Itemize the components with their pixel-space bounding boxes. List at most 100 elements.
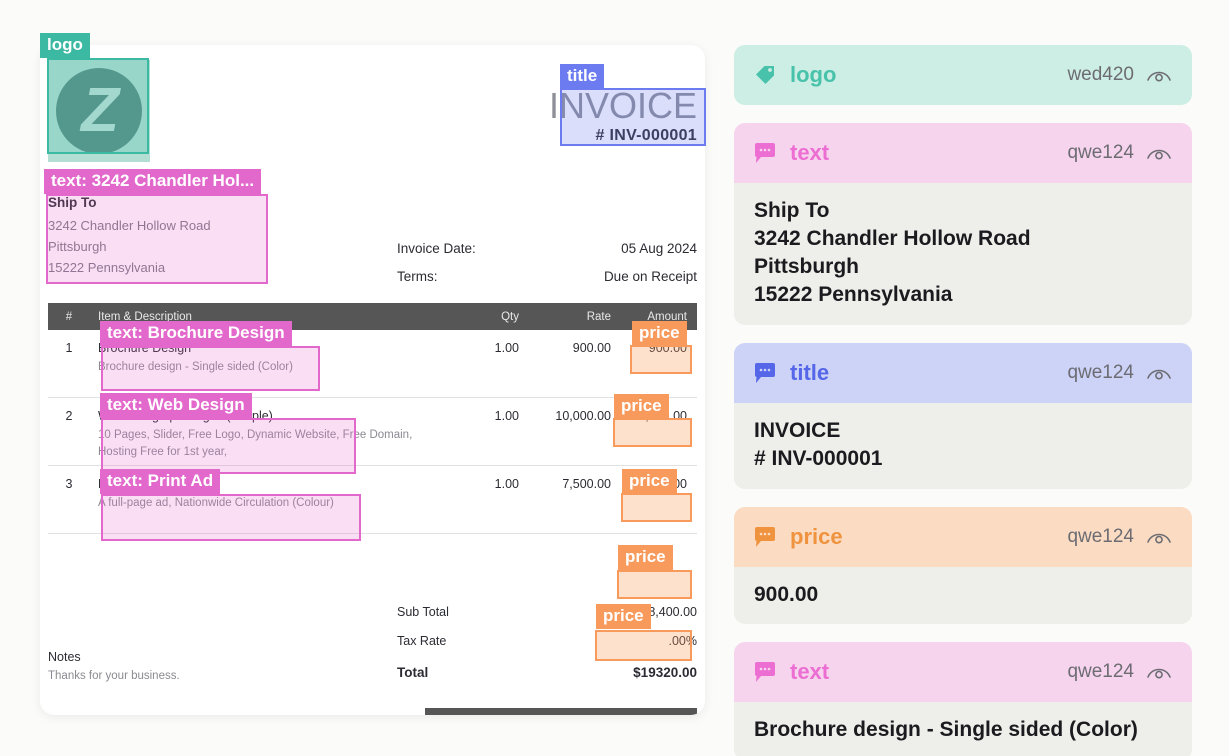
company-logo: Z bbox=[48, 60, 150, 162]
annotation-webdesign-box[interactable] bbox=[101, 418, 356, 474]
row-rate: 900.00 bbox=[572, 341, 611, 355]
eye-icon[interactable] bbox=[1146, 659, 1172, 685]
logo-letter: Z bbox=[81, 76, 119, 145]
annotation-price-5-box[interactable] bbox=[595, 630, 692, 661]
eye-icon[interactable] bbox=[1146, 62, 1172, 88]
sidebar-card-label: price bbox=[790, 523, 843, 549]
notes-body: Thanks for your business. bbox=[48, 670, 180, 682]
sidebar-card-label: text bbox=[790, 140, 830, 165]
sidebar-card-logo[interactable]: logo wed420 bbox=[734, 45, 1192, 105]
notes-block: Notes Thanks for your business. bbox=[48, 650, 180, 682]
eye-icon[interactable] bbox=[1146, 524, 1172, 550]
sidebar-card-text-brochure[interactable]: text qwe124 Brochure design - Single sid… bbox=[734, 642, 1192, 756]
col-header-num: # bbox=[65, 310, 73, 323]
ship-to-heading: Ship To bbox=[48, 195, 97, 210]
sidebar-card-title[interactable]: title qwe124 INVOICE # INV-000001 bbox=[734, 342, 1192, 489]
annotation-printad-box[interactable] bbox=[101, 494, 361, 541]
speech-bubble-icon bbox=[752, 360, 778, 386]
annotation-printad-tag[interactable]: text: Print Ad bbox=[100, 469, 221, 495]
row-rate: 7,500.00 bbox=[562, 477, 611, 491]
total-row-subtotal: Sub Total 18,400.00 bbox=[397, 598, 697, 627]
row-rate: 10,000.00 bbox=[555, 409, 611, 423]
meta-label: Invoice Date: bbox=[397, 241, 476, 256]
annotation-shipto-tag[interactable]: text: 3242 Chandler Hol... bbox=[44, 169, 262, 195]
invoice-meta: Invoice Date: 05 Aug 2024 Terms: Due on … bbox=[397, 235, 697, 290]
meta-row: Terms: Due on Receipt bbox=[397, 263, 697, 291]
sidebar-card-label: title bbox=[790, 359, 830, 385]
total-value: .00% bbox=[668, 634, 698, 649]
annotation-sidebar: logo wed420 text qwe124 Ship To 3242 Cha… bbox=[734, 45, 1192, 756]
sidebar-card-text-shipto[interactable]: text qwe124 Ship To 3242 Chandler Hollow… bbox=[734, 123, 1192, 325]
ship-to-line-1: 3242 Chandler Hollow Road bbox=[48, 218, 211, 233]
annotation-price-2-box[interactable] bbox=[613, 418, 692, 447]
total-value: 18,400.00 bbox=[641, 605, 697, 619]
ship-to-line-2: Pittsburgh bbox=[48, 239, 107, 255]
annotation-title-tag[interactable]: title bbox=[560, 64, 605, 90]
tag-icon bbox=[752, 62, 778, 88]
sidebar-card-id: qwe124 bbox=[1067, 142, 1134, 163]
sidebar-card-body: Brochure design - Single sided (Color) bbox=[734, 702, 1192, 756]
total-row-total: Total $19320.00 bbox=[397, 657, 697, 689]
annotation-price-1-tag[interactable]: price bbox=[632, 321, 687, 347]
col-header-rate: Rate bbox=[586, 310, 611, 323]
row-num: 1 bbox=[65, 341, 73, 355]
eye-icon[interactable] bbox=[1146, 140, 1172, 166]
row-qty: 1.00 bbox=[494, 341, 519, 355]
annotation-price-4-tag[interactable]: price bbox=[618, 545, 673, 571]
annotation-price-4-box[interactable] bbox=[617, 570, 692, 599]
row-num: 2 bbox=[65, 409, 73, 423]
annotation-price-5-tag[interactable]: price bbox=[596, 604, 651, 630]
annotation-webdesign-tag[interactable]: text: Web Design bbox=[100, 393, 252, 419]
sidebar-card-id: qwe124 bbox=[1067, 661, 1134, 683]
sidebar-card-header[interactable]: title qwe124 bbox=[734, 342, 1192, 403]
invoice-number: # INV-000001 bbox=[595, 126, 697, 144]
ship-to-block: Ship To 3242 Chandler Hollow Road Pittsb… bbox=[48, 195, 286, 278]
sidebar-card-header[interactable]: price qwe124 bbox=[734, 506, 1192, 567]
total-row-taxrate: Tax Rate .00% bbox=[397, 627, 697, 656]
row-qty: 1.00 bbox=[494, 477, 519, 491]
sidebar-card-price[interactable]: price qwe124 900.00 bbox=[734, 506, 1192, 625]
sidebar-card-header[interactable]: logo wed420 bbox=[734, 45, 1192, 105]
total-label: Sub Total bbox=[397, 605, 449, 619]
sidebar-card-body: INVOICE # INV-000001 bbox=[734, 402, 1192, 489]
annotation-shipto-box[interactable] bbox=[46, 194, 268, 284]
meta-label: Terms: bbox=[397, 268, 438, 284]
annotation-price-3-box[interactable] bbox=[621, 493, 692, 522]
sidebar-card-body: Ship To 3242 Chandler Hollow Road Pittsb… bbox=[734, 183, 1192, 325]
annotation-brochure-tag[interactable]: text: Brochure Design bbox=[100, 321, 292, 347]
col-header-amount: Amount bbox=[647, 310, 687, 323]
row-qty: 1.00 bbox=[494, 409, 519, 423]
ship-to-line-3: 15222 Pennsylvania bbox=[48, 260, 166, 276]
balance-due-bar: Balance Due $19320.00 bbox=[425, 708, 697, 715]
sidebar-card-label: text bbox=[790, 659, 830, 685]
sidebar-card-header[interactable]: text qwe124 bbox=[734, 123, 1192, 183]
meta-row: Invoice Date: 05 Aug 2024 bbox=[397, 235, 697, 263]
row-item-desc: 10 Pages, Slider, Free Logo, Dynamic Web… bbox=[98, 429, 413, 458]
annotation-logo-box[interactable] bbox=[47, 58, 149, 154]
total-label: Total bbox=[397, 664, 429, 680]
invoice-title: INVOICE bbox=[548, 85, 697, 126]
notes-heading: Notes bbox=[48, 650, 81, 664]
totals-block: Sub Total 18,400.00 Tax Rate .00% Total … bbox=[397, 598, 697, 688]
annotation-logo-tag[interactable]: logo bbox=[40, 33, 90, 59]
annotation-price-2-tag[interactable]: price bbox=[614, 394, 669, 420]
annotation-price-1-box[interactable] bbox=[630, 345, 692, 374]
annotation-price-3-tag[interactable]: price bbox=[622, 469, 677, 495]
speech-bubble-icon bbox=[752, 140, 778, 166]
meta-value: Due on Receipt bbox=[603, 268, 697, 284]
row-item-desc: Brochure design - Single sided (Color) bbox=[98, 361, 293, 373]
sidebar-card-id: qwe124 bbox=[1067, 525, 1134, 547]
annotation-brochure-box[interactable] bbox=[101, 346, 320, 391]
eye-icon[interactable] bbox=[1146, 360, 1172, 386]
col-header-description: Item & Description bbox=[98, 310, 192, 323]
total-value: $19320.00 bbox=[633, 664, 697, 680]
annotation-title-box[interactable] bbox=[560, 88, 706, 146]
total-label: Tax Rate bbox=[397, 634, 447, 649]
sidebar-card-id: qwe124 bbox=[1067, 361, 1134, 383]
sidebar-card-header[interactable]: text qwe124 bbox=[734, 642, 1192, 703]
invoice-document: Z INVOICE # INV-000001 Ship To 3242 Chan… bbox=[40, 45, 705, 715]
row-num: 3 bbox=[65, 477, 73, 491]
invoice-title-block: INVOICE # INV-000001 bbox=[549, 87, 697, 145]
sidebar-card-id: wed420 bbox=[1067, 64, 1134, 85]
